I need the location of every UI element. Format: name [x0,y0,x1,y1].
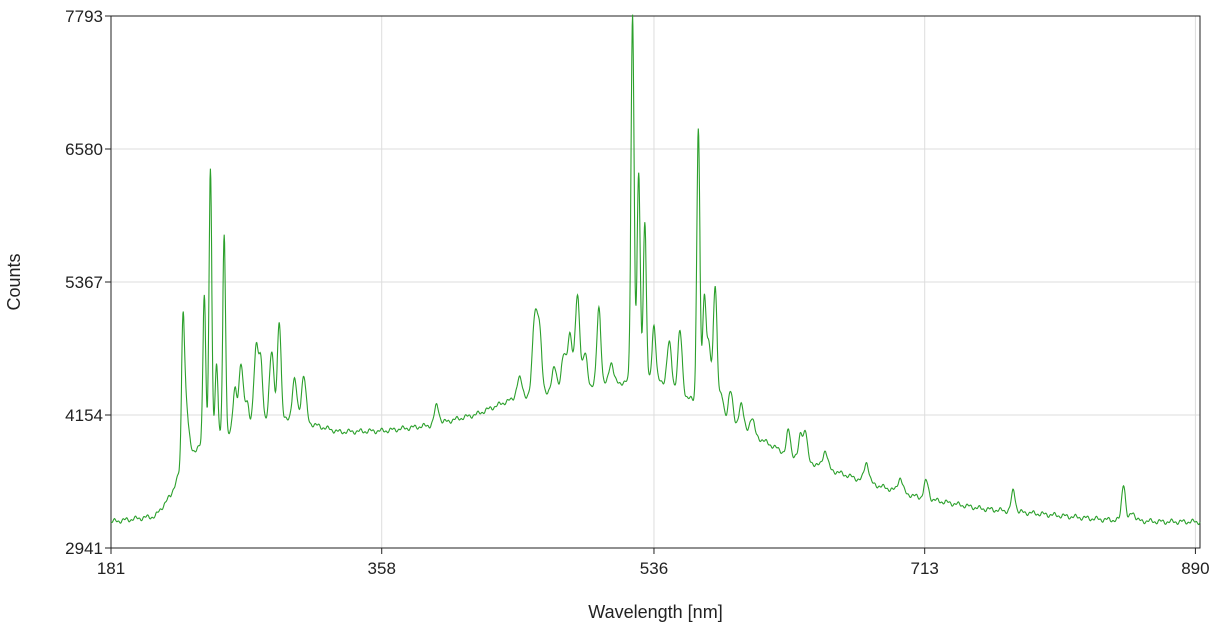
x-tick-label: 536 [640,559,668,578]
y-tick-label: 4154 [65,406,103,425]
x-tick-label: 890 [1181,559,1209,578]
x-tick-label: 713 [911,559,939,578]
grid-lines [110,15,1200,549]
y-axis: 2941 4154 5367 6580 7793 [65,7,111,558]
x-tick-label: 181 [97,559,125,578]
y-tick-label: 2941 [65,539,103,558]
y-tick-label: 6580 [65,140,103,159]
x-axis: 181 358 536 713 890 [97,548,1210,578]
y-tick-label: 7793 [65,7,103,26]
y-tick-label: 5367 [65,273,103,292]
y-axis-title: Counts [4,253,24,310]
x-axis-title: Wavelength [nm] [588,602,722,622]
spectrum-line [110,14,1201,526]
x-tick-label: 358 [368,559,396,578]
